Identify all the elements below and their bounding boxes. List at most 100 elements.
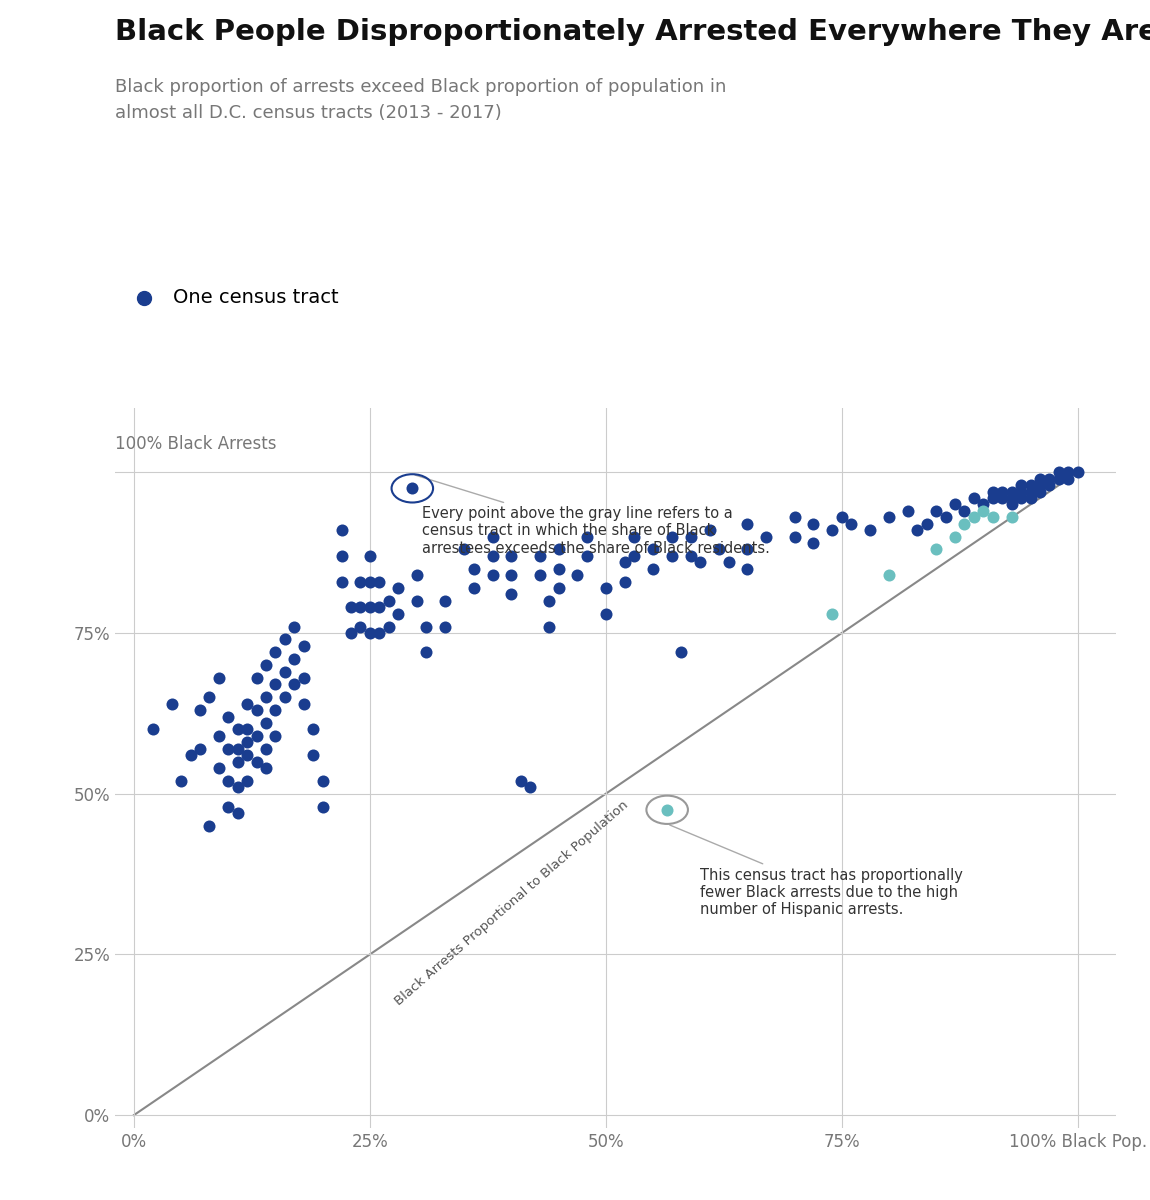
Point (644, 540, 662, 559)
Point (276, 630, 294, 649)
Point (983, 488, 1002, 508)
Point (380, 617, 398, 636)
Point (332, 572, 351, 592)
Point (577, 527, 596, 546)
Point (550, 540, 568, 559)
Point (719, 553, 737, 572)
Point (417, 617, 436, 636)
Point (785, 508, 804, 527)
Text: Black People Disproportionately Arrested Everywhere They Are: Black People Disproportionately Arrested… (115, 18, 1150, 46)
Point (898, 502, 917, 521)
Point (503, 565, 521, 584)
Point (389, 604, 407, 623)
Point (332, 521, 351, 540)
Point (332, 546, 351, 565)
Point (804, 514, 822, 533)
Point (624, 527, 643, 546)
Point (238, 694, 256, 713)
Point (267, 643, 285, 662)
Point (1003, 494, 1021, 514)
Point (238, 772, 256, 791)
Point (1003, 488, 1021, 508)
Point (956, 502, 974, 521)
Point (247, 752, 266, 772)
Point (483, 565, 501, 584)
Point (974, 494, 992, 514)
Point (256, 688, 275, 707)
Point (182, 745, 200, 764)
Point (738, 514, 757, 533)
Point (238, 733, 256, 752)
Point (483, 546, 501, 565)
Point (361, 572, 380, 592)
Point (285, 649, 304, 668)
Point (144, 720, 162, 739)
Point (945, 527, 964, 546)
Text: Every point above the gray line refers to a
census tract in which the share of B: Every point above the gray line refers t… (415, 475, 769, 556)
Point (408, 592, 427, 611)
Point (965, 508, 983, 527)
Point (738, 559, 757, 578)
Point (785, 527, 804, 546)
Text: This census tract has proportionally
fewer Black arrests due to the high
number : This census tract has proportionally few… (669, 824, 963, 918)
Point (1021, 488, 1040, 508)
Point (229, 804, 247, 823)
Point (285, 617, 304, 636)
Point (351, 572, 369, 592)
Point (880, 565, 898, 584)
Point (209, 758, 228, 778)
Point (512, 772, 530, 791)
Point (577, 546, 596, 565)
Point (256, 713, 275, 732)
Point (945, 494, 964, 514)
Point (624, 546, 643, 565)
Point (804, 533, 822, 552)
Point (455, 540, 474, 559)
Point (351, 617, 369, 636)
Point (417, 643, 436, 662)
Point (682, 546, 700, 565)
Legend: One census tract: One census tract (124, 288, 339, 307)
Point (436, 592, 454, 611)
Point (1030, 475, 1049, 494)
Point (658, 800, 676, 820)
Point (530, 565, 549, 584)
Point (700, 521, 719, 540)
Point (597, 578, 615, 598)
Point (662, 527, 681, 546)
Point (1003, 508, 1021, 527)
Point (218, 772, 237, 791)
Point (342, 598, 360, 617)
Point (1041, 469, 1059, 488)
Point (229, 778, 247, 797)
Point (361, 598, 380, 617)
Point (465, 578, 483, 598)
Point (615, 553, 634, 572)
Point (229, 752, 247, 772)
Point (1030, 482, 1049, 502)
Point (880, 508, 898, 527)
Point (550, 578, 568, 598)
Point (550, 559, 568, 578)
Point (974, 502, 992, 521)
Point (1012, 488, 1030, 508)
Point (370, 598, 389, 617)
Point (229, 720, 247, 739)
Point (218, 707, 237, 726)
Point (191, 701, 209, 720)
Point (314, 797, 332, 816)
Point (983, 508, 1002, 527)
Text: Black Arrests Proportional to Black Population: Black Arrests Proportional to Black Popu… (392, 798, 630, 1008)
Point (983, 482, 1002, 502)
Point (267, 701, 285, 720)
Point (1021, 482, 1040, 502)
Point (691, 553, 710, 572)
Point (994, 488, 1012, 508)
Point (682, 527, 700, 546)
Point (361, 624, 380, 643)
Point (956, 514, 974, 533)
Point (521, 778, 539, 797)
Point (370, 572, 389, 592)
Point (842, 514, 860, 533)
Point (1050, 469, 1068, 488)
